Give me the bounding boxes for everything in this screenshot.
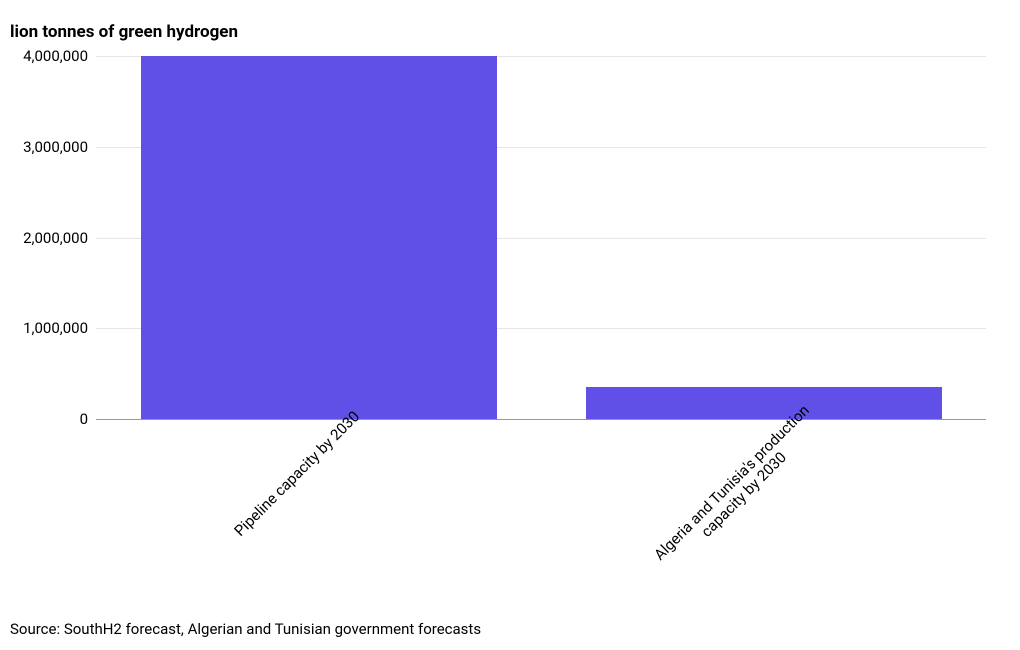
bar <box>586 387 942 419</box>
chart-title: lion tonnes of green hydrogen <box>10 22 238 42</box>
y-tick-label: 2,000,000 <box>23 229 96 247</box>
bar <box>141 56 497 419</box>
axis-baseline <box>96 419 986 420</box>
x-tick-label: Algeria and Tunisia's production capacit… <box>689 344 873 528</box>
y-tick-label: 0 <box>80 410 96 428</box>
x-tick-label-text: Pipeline capacity by 2030 <box>231 408 363 540</box>
plot-area: 01,000,0002,000,0003,000,0004,000,000Pip… <box>96 56 986 419</box>
y-tick-label: 1,000,000 <box>23 319 96 337</box>
source-caption: Source: SouthH2 forecast, Algerian and T… <box>10 620 481 638</box>
x-tick-label-text: Algeria and Tunisia's production capacit… <box>651 402 825 576</box>
y-tick-label: 4,000,000 <box>23 47 96 65</box>
y-tick-label: 3,000,000 <box>23 138 96 156</box>
